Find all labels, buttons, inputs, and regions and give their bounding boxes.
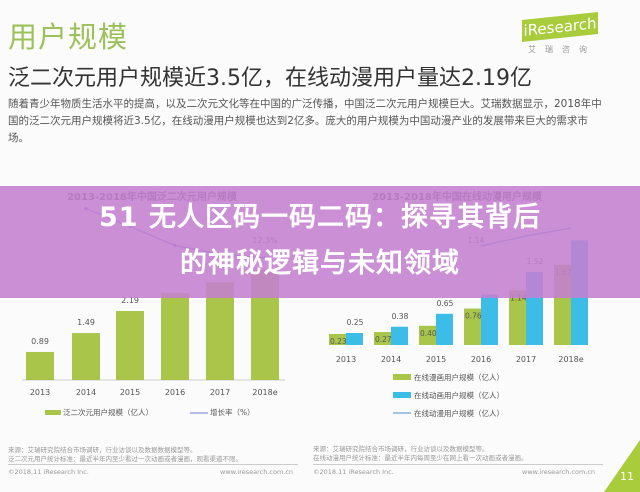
bar-label: 2.19 <box>121 296 139 305</box>
description-paragraph: 随着青少年物质生活水平的提高，以及二次元文化等在中国的广泛传播，中国泛二次元用户… <box>8 98 602 144</box>
bar-label: 0.89 <box>31 337 49 346</box>
bar-label: 0.65 <box>437 299 454 308</box>
legend-label: 在线动漫用户规模（亿人） <box>414 408 504 418</box>
bar-label: 0.27 <box>375 335 392 344</box>
bar-2013 <box>26 351 54 380</box>
left-note: 泛二次元用户统计标准：最近半年内至少看过一次动画或者漫画，观看渠道不限。 <box>8 455 242 463</box>
x-tick-label: 2017 <box>516 355 536 364</box>
page-number: 11 <box>620 470 634 483</box>
legend-swatch <box>393 392 411 398</box>
bar-label: 0.25 <box>347 318 364 327</box>
bar-animation-2015 <box>436 313 453 345</box>
bar-comics-2017 <box>509 290 526 345</box>
right-divider <box>313 464 603 465</box>
x-tick-label: 2016 <box>165 388 185 397</box>
legend-swatch <box>393 374 411 380</box>
x-tick-label: 2017 <box>210 388 230 397</box>
legend-label: 泛二次元用户规模（亿人） <box>63 407 153 417</box>
bar-comics-2015 <box>419 325 436 345</box>
page-title: 用户规模 <box>8 20 129 54</box>
headline: 泛二次元用户规模近3.5亿，在线动漫用户量达2.19亿 <box>8 66 532 91</box>
legend-label: 在线动画用户规模（亿人） <box>414 390 504 400</box>
bar-comics-2014 <box>374 332 391 345</box>
bar-2014 <box>72 333 100 380</box>
bar-label: 0.76 <box>465 312 482 321</box>
bar-2016 <box>161 293 189 380</box>
bar-label: 0.40 <box>420 329 437 338</box>
right-url: www.iresearch.com.cn <box>522 468 596 476</box>
bar-label: 0.23 <box>330 337 347 346</box>
legend-label: 在线漫画用户规模（亿人） <box>414 372 504 382</box>
title-banner: 51 无人区码一码二码：探寻其背后 的神秘逻辑与未知领域 <box>0 186 640 298</box>
x-tick-label: 2018e <box>252 388 277 397</box>
x-tick-label: 2015 <box>426 355 446 364</box>
page-corner <box>604 440 640 492</box>
x-tick-label: 2016 <box>471 355 491 364</box>
legend-swatch-scale <box>45 410 61 415</box>
x-tick-label: 2015 <box>120 388 140 397</box>
x-tick-label: 2018e <box>558 355 583 364</box>
left-url: www.iresearch.com.cn <box>220 468 294 476</box>
left-divider <box>8 464 298 465</box>
right-copyright: ©2018.11 iResearch Inc. <box>313 468 394 476</box>
x-tick-label: 2014 <box>76 388 96 397</box>
right-note: 在线动漫用户统计标准：最近半年内每周至少在网上看一次动画或者漫画。 <box>313 454 528 462</box>
banner-line-2: 的神秘逻辑与未知领域 <box>180 248 460 279</box>
logo-subtitle: 艾瑞咨询 <box>528 45 596 54</box>
x-tick-label: 2014 <box>381 355 401 364</box>
legend-label: 增长率（%） <box>210 407 255 417</box>
bar-animation-2013 <box>346 333 363 345</box>
bar-2015 <box>116 311 144 380</box>
right-source: 来源：艾瑞研究院结合市场调研，行业访谈以及数据模型等。 <box>313 445 489 453</box>
banner-line-1: 51 无人区码一码二码：探寻其背后 <box>99 202 541 233</box>
bar-label: 0.38 <box>392 312 409 321</box>
bar-animation-2014 <box>391 326 408 345</box>
bar-comics-2013 <box>329 333 346 345</box>
bar-comics-2016 <box>464 308 481 345</box>
left-source: 来源：艾瑞研究院结合市场调研，行业访谈以及数据数据模型等。 <box>8 446 197 454</box>
bar-label: 1.49 <box>77 318 95 327</box>
bar-2017 <box>206 282 234 380</box>
left-copyright: ©2018.11 iResearch Inc. <box>8 468 89 476</box>
x-tick-label: 2013 <box>30 388 50 397</box>
bar-animation-2016 <box>481 294 498 345</box>
x-tick-label: 2013 <box>336 355 356 364</box>
